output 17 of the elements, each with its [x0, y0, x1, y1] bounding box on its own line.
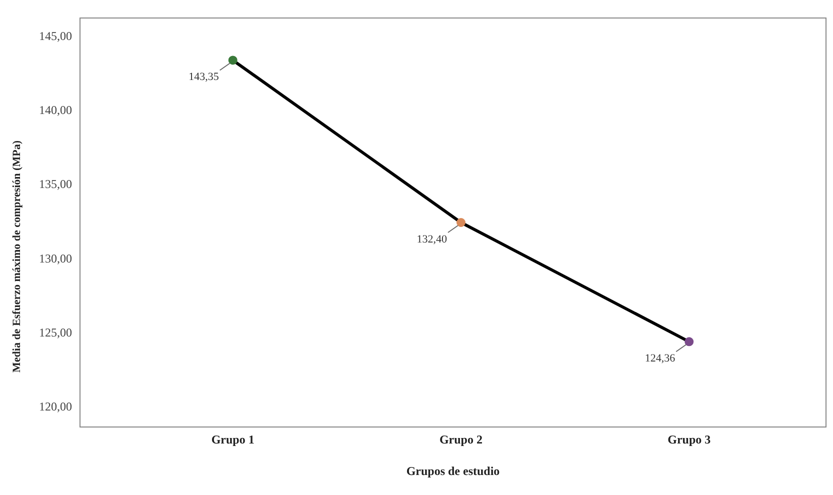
point	[684, 337, 694, 346]
point	[228, 56, 238, 65]
x-axis-title: Grupos de estudio	[406, 464, 500, 478]
x-tick-label: Grupo 1	[211, 432, 254, 447]
y-axis-title: Media de Esfuerzo máximo de compresión (MPa)	[10, 140, 23, 372]
y-tick-label: 120,00	[39, 400, 72, 414]
y-tick-label: 135,00	[39, 177, 72, 192]
y-tick-label: 125,00	[39, 325, 72, 340]
data-label: 132,40	[416, 234, 448, 246]
point	[456, 218, 466, 227]
x-tick-label: Grupo 3	[668, 432, 711, 447]
x-tick-label: Grupo 2	[439, 432, 482, 447]
data-label: 124,36	[644, 352, 676, 365]
y-tick-label: 130,00	[39, 251, 72, 266]
y-tick-label: 140,00	[39, 103, 72, 118]
data-label: 143,35	[188, 71, 220, 84]
y-tick-label: 145,00	[39, 29, 72, 44]
